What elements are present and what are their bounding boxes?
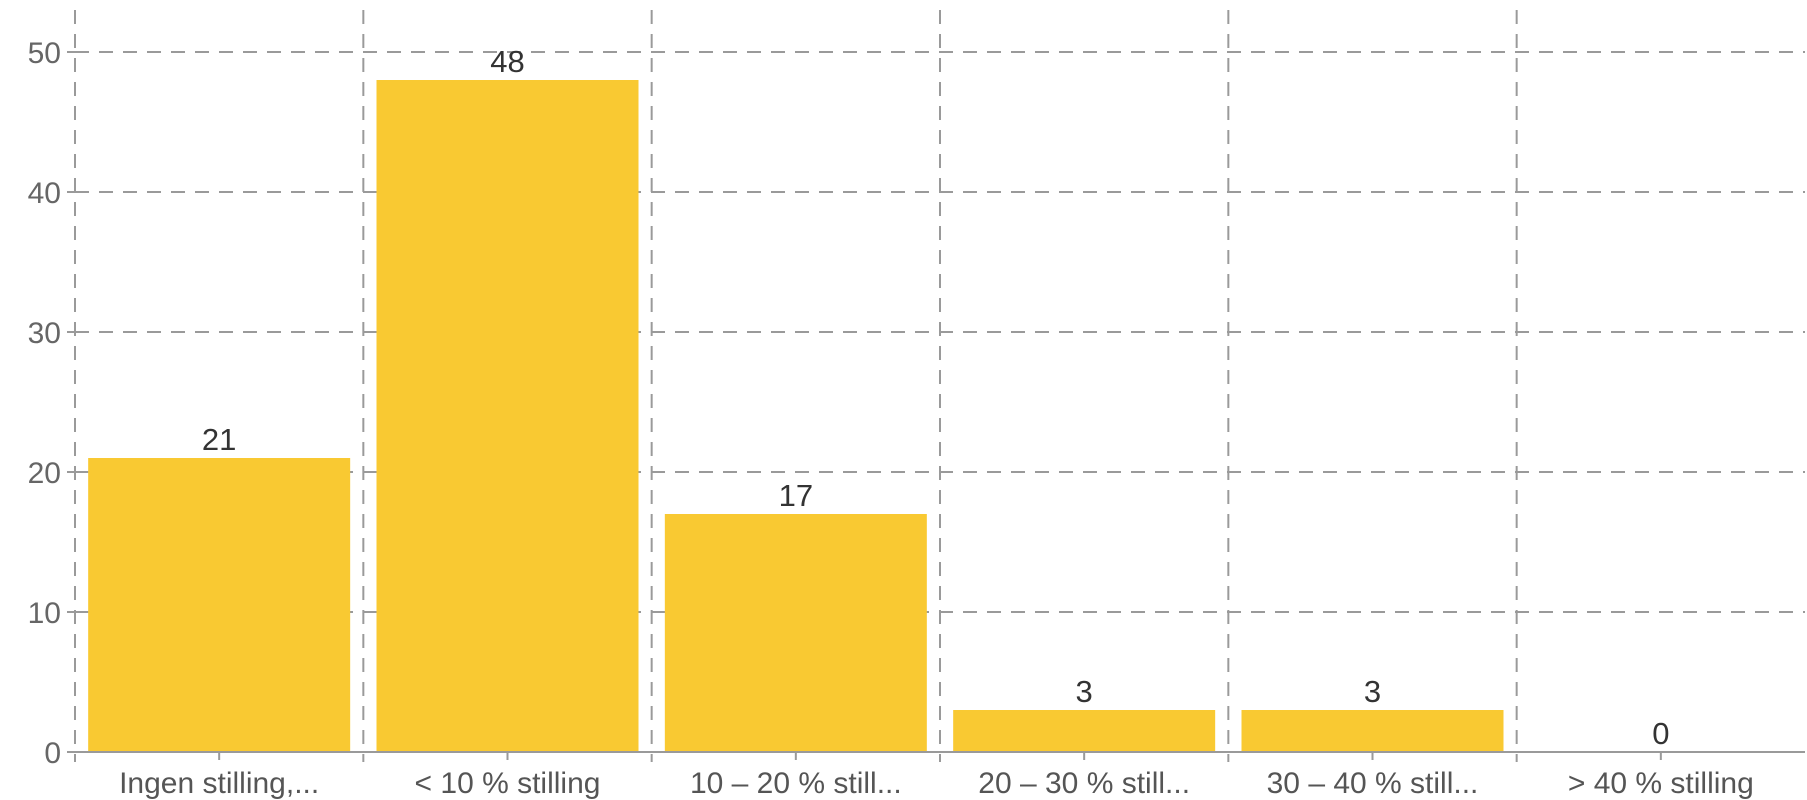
bar-value-label: 48 <box>490 44 524 79</box>
bar-value-label: 3 <box>1364 674 1381 709</box>
bar <box>1241 710 1504 752</box>
y-tick-label: 20 <box>28 457 61 490</box>
x-category-label: < 10 % stilling <box>415 767 601 800</box>
gridlines <box>74 10 1805 762</box>
axes <box>67 51 1805 760</box>
x-category-label: 10 – 20 % still... <box>690 767 902 800</box>
bar-value-label: 0 <box>1652 716 1669 751</box>
bar-value-label: 21 <box>202 422 236 457</box>
y-tick-label: 0 <box>44 737 61 770</box>
bar <box>953 710 1216 752</box>
x-category-label: 30 – 40 % still... <box>1267 767 1479 800</box>
bar-value-label: 17 <box>779 478 813 513</box>
y-tick-label: 10 <box>28 597 61 630</box>
bars <box>88 80 1504 752</box>
bar-value-label: 3 <box>1076 674 1093 709</box>
bar <box>376 80 639 752</box>
y-tick-label: 30 <box>28 317 61 350</box>
y-tick-label: 50 <box>28 37 61 70</box>
bar <box>88 458 351 752</box>
bar <box>664 514 927 752</box>
x-category-label: 20 – 30 % still... <box>978 767 1190 800</box>
x-category-label: > 40 % stilling <box>1568 767 1754 800</box>
x-category-label: Ingen stilling,... <box>119 767 319 800</box>
y-tick-label: 40 <box>28 177 61 210</box>
